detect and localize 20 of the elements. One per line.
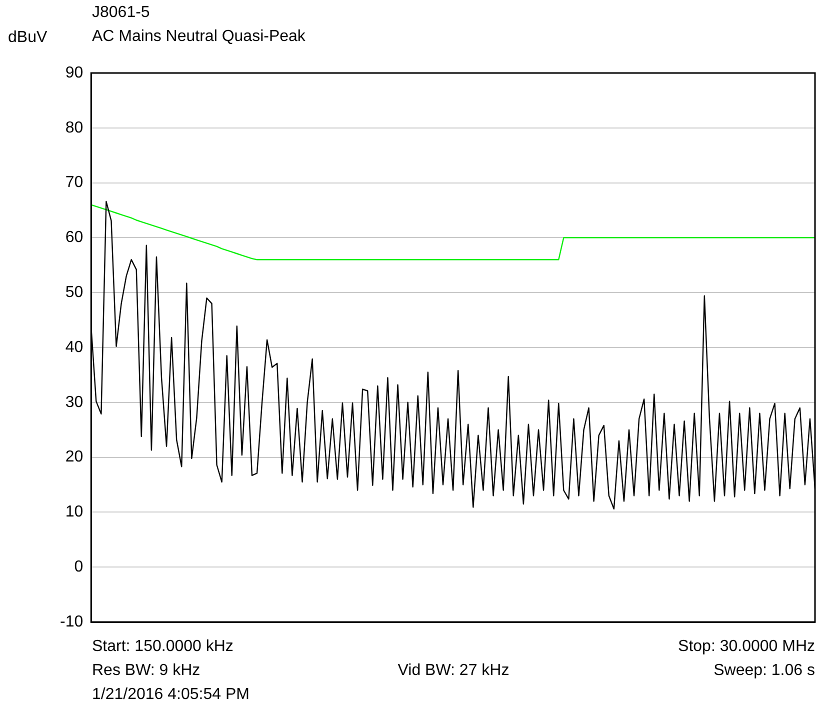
y-tick-label: 80 (65, 119, 84, 136)
y-tick-label: 90 (65, 64, 84, 82)
chart-title: J8061-5 (92, 4, 150, 22)
y-axis-title: dBuV (8, 29, 48, 47)
text: Start: 150.0000 kHz (92, 638, 234, 656)
y-tick-label: 30 (65, 394, 84, 411)
text: Sweep: 1.06 s (712, 662, 815, 680)
text: 1/21/2016 4:05:54 PM (92, 686, 250, 704)
text: Vid BW: 27 kHz (396, 662, 510, 680)
text: Stop: 30.0000 MHz (677, 638, 815, 656)
y-tick-label: 60 (65, 229, 84, 246)
y-tick-label: 50 (65, 284, 84, 302)
y-tick-label: 20 (65, 448, 84, 466)
y-tick-label: 10 (65, 504, 84, 521)
y-tick-label: 70 (65, 174, 84, 192)
text: Res BW: 9 kHz (92, 662, 202, 680)
y-tick-label: 0 (74, 558, 84, 576)
y-tick-label: -10 (60, 613, 84, 630)
chart-subtitle: AC Mains Neutral Quasi-Peak (92, 28, 306, 46)
y-tick-label: 40 (65, 338, 84, 356)
